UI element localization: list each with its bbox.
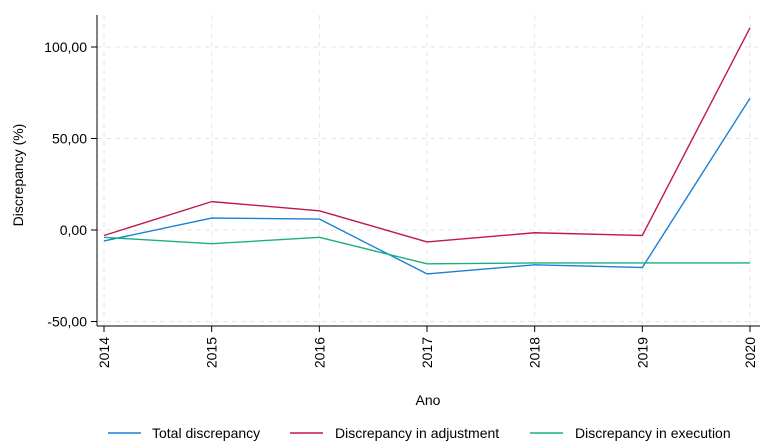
x-tick-label: 2018 <box>527 337 543 368</box>
legend-label-2: Discrepancy in adjustment <box>335 425 499 441</box>
grid-lines <box>97 15 760 326</box>
legend-label-3: Discrepancy in execution <box>575 425 731 441</box>
y-tick-label: 100,00 <box>44 39 87 55</box>
y-tick-label: 0,00 <box>60 222 87 238</box>
x-tick-label: 2017 <box>419 337 435 368</box>
x-tick-label: 2020 <box>742 337 758 368</box>
y-tick-label: -50,00 <box>47 314 87 330</box>
y-axis-title: Discrepancy (%) <box>10 124 26 227</box>
legend-label-1: Total discrepancy <box>152 425 260 441</box>
axes: -50,00 0,00 50,00 100,00 2014 2015 2016 2017 201… <box>44 15 760 368</box>
series-layer <box>103 27 751 275</box>
x-tick-label: 2015 <box>204 337 220 368</box>
x-tick-label: 2014 <box>96 337 112 368</box>
x-tick-label: 2016 <box>311 337 327 368</box>
x-axis-title: Ano <box>416 392 441 408</box>
legend: Total discrepancy Discrepancy in adjustme… <box>108 425 731 441</box>
x-tick-label: 2019 <box>634 337 650 368</box>
y-tick-label: 50,00 <box>52 131 87 147</box>
